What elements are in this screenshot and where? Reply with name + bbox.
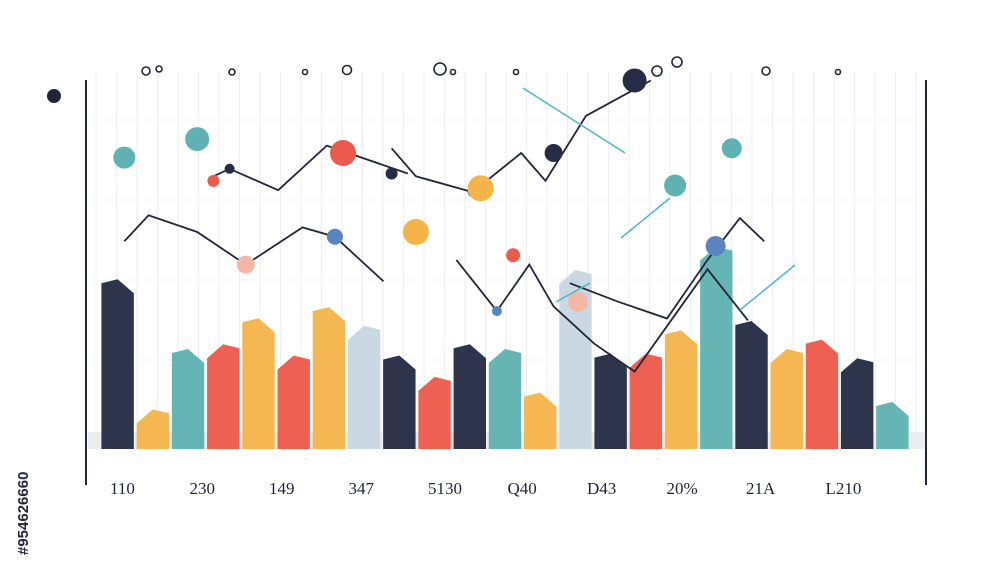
x-tick-label: 21A [746,479,776,498]
data-point [705,236,726,256]
series-line [123,214,385,282]
decor-line [620,197,671,239]
bar [735,321,768,449]
bar [594,353,627,449]
decor-ring [671,56,683,68]
bar [840,358,874,449]
x-tick-label: L210 [826,479,862,498]
data-point [664,174,687,197]
bar [876,401,909,449]
decor-ring [834,68,842,76]
data-point [567,291,588,312]
data-point [113,146,136,169]
x-tick-label: D43 [587,479,616,498]
data-point [544,144,563,162]
series-line [213,144,409,192]
series-line [390,79,652,194]
bar [453,344,486,449]
bars-layer [101,246,909,449]
bar [770,348,803,449]
x-tick-label: Q40 [508,479,537,498]
bar [488,348,522,449]
bar [805,339,839,449]
decor-ring [512,68,520,76]
x-tick-label: 149 [269,479,295,498]
decor-line [555,282,591,303]
x-tick-label: 20% [667,479,698,498]
data-point [506,248,521,263]
data-point [385,167,398,180]
decoration-layer [47,56,842,311]
data-point [207,174,220,187]
bar [101,279,134,449]
decor-ring [141,66,151,76]
decor-ring [449,68,457,76]
series-line [569,216,765,320]
data-point [622,68,647,93]
data-point [467,175,494,202]
bar [418,376,451,449]
decor-ring [761,66,771,76]
decor-ring [341,64,353,76]
decor-ring [301,68,309,76]
bar [136,409,170,449]
decor-line [522,87,626,154]
bar [629,353,663,449]
x-tick-label: 347 [349,479,375,498]
bar [559,269,592,449]
bar [207,344,240,449]
bar [383,355,416,449]
bar [277,355,310,449]
data-point [330,140,356,166]
x-tick-label: 110 [110,479,135,498]
data-point [236,255,255,274]
decor-ring [228,68,236,76]
data-point [491,306,502,317]
series-line [455,259,749,373]
bar [524,392,557,449]
data-point [185,127,210,152]
bar [242,318,275,449]
decor-ring [433,62,447,76]
decor-line [739,264,796,311]
x-tick-labels: 110 230 149 347 5130 Q40 D43 20% 21A L210 [110,479,861,498]
bar [664,330,698,449]
decor-dot [47,89,61,103]
x-tick-label: 230 [190,479,216,498]
decor-ring [651,65,663,77]
points-layer [113,68,742,317]
data-point [224,163,235,174]
bar [171,348,205,449]
decor-ring [155,65,163,73]
bar [347,325,381,449]
bar [312,307,346,449]
data-point [402,219,429,245]
bar [700,246,733,449]
x-tick-label: 5130 [428,479,462,498]
data-point [721,138,742,159]
watermark-side-text: #954626660 [15,472,32,555]
data-point [326,228,343,245]
